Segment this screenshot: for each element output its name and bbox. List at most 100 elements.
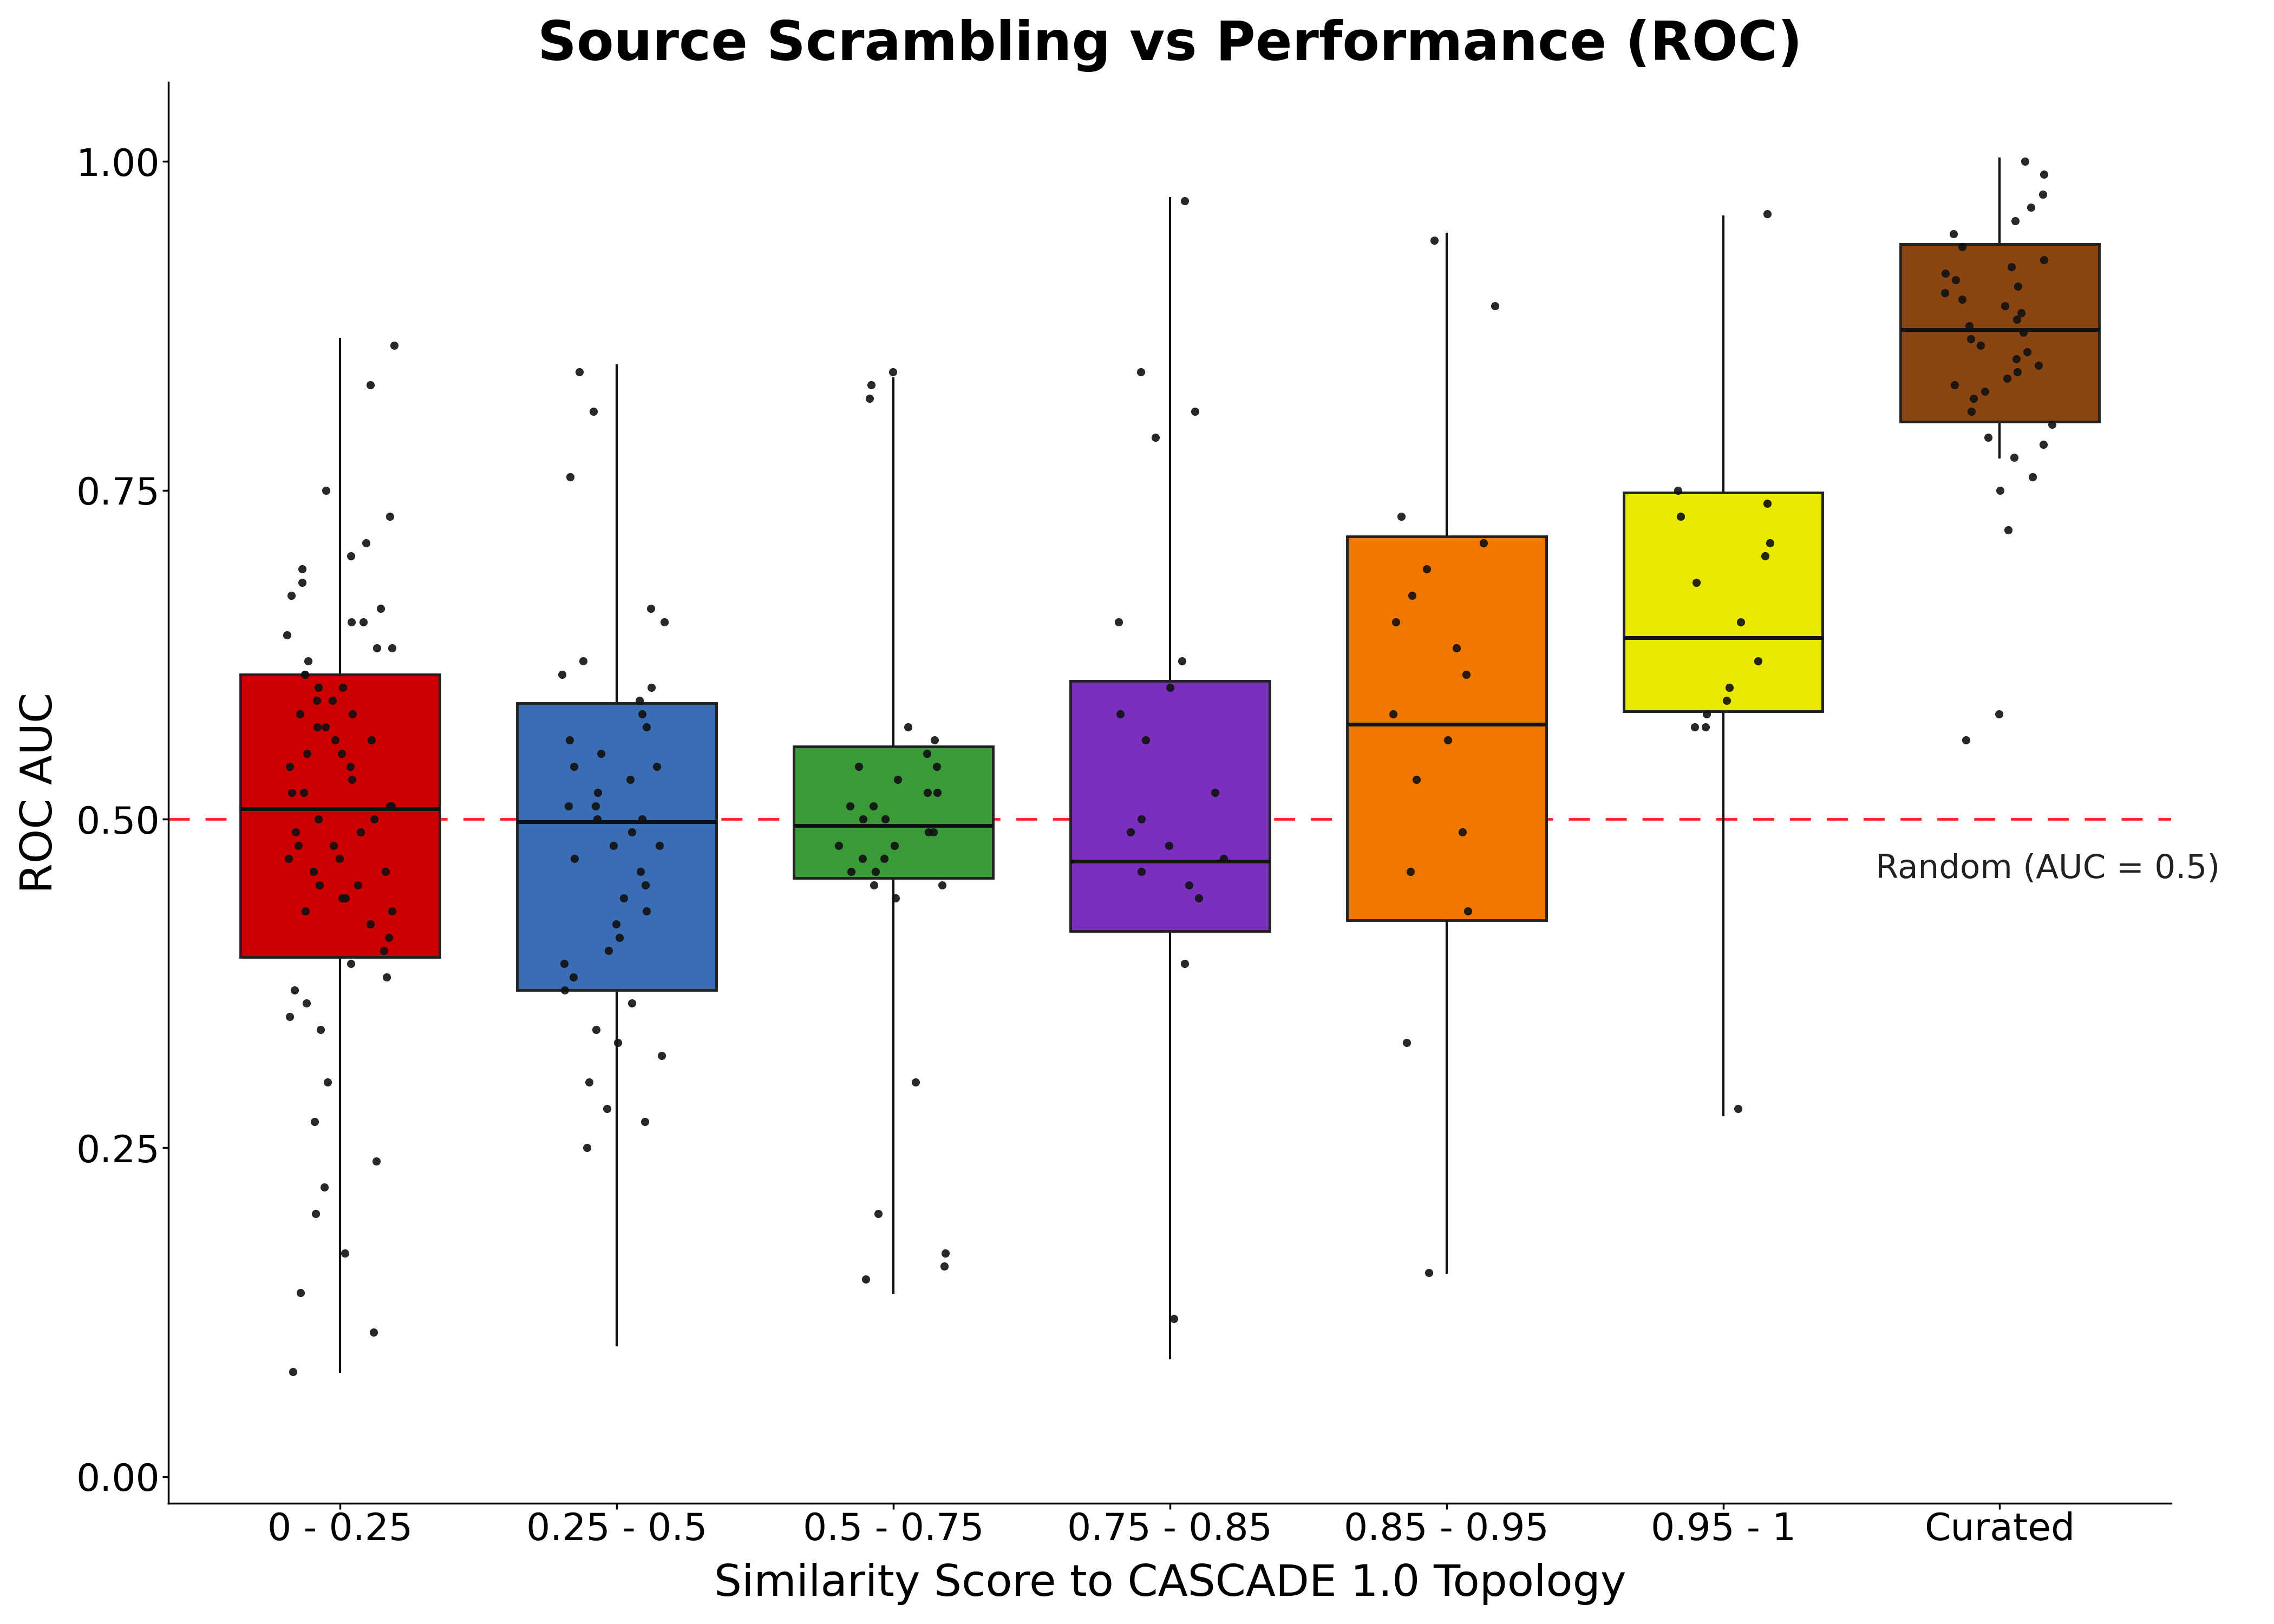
Point bbox=[546, 978, 582, 1004]
Point bbox=[621, 687, 657, 713]
Point bbox=[296, 1109, 332, 1135]
Point bbox=[1997, 445, 2033, 471]
Title: Source Scrambling vs Performance (ROC): Source Scrambling vs Performance (ROC) bbox=[537, 19, 1803, 71]
Point bbox=[598, 911, 634, 937]
Point bbox=[914, 818, 951, 844]
Point bbox=[277, 978, 314, 1004]
Point bbox=[1953, 326, 1990, 352]
Bar bbox=[1346, 536, 1546, 921]
Point bbox=[591, 937, 628, 963]
Point bbox=[589, 1096, 625, 1122]
Point bbox=[357, 806, 393, 831]
Point bbox=[1123, 806, 1160, 831]
Point bbox=[1944, 234, 1981, 260]
Point bbox=[1678, 570, 1715, 596]
Point bbox=[1967, 378, 2003, 404]
Point bbox=[600, 1030, 637, 1056]
Point bbox=[366, 937, 402, 963]
Point bbox=[307, 477, 343, 503]
Point bbox=[2026, 247, 2063, 273]
Point bbox=[1999, 273, 2035, 299]
Point bbox=[614, 991, 650, 1017]
Point bbox=[334, 702, 371, 728]
Point bbox=[327, 885, 364, 911]
Point bbox=[302, 1017, 339, 1043]
Point bbox=[287, 661, 323, 687]
Point bbox=[1178, 398, 1214, 424]
Point bbox=[1981, 702, 2017, 728]
Point bbox=[282, 1280, 318, 1306]
Point bbox=[923, 872, 960, 898]
Point bbox=[373, 635, 409, 661]
Point bbox=[1430, 728, 1467, 754]
Point bbox=[880, 767, 916, 793]
Point bbox=[1990, 365, 2026, 391]
Point bbox=[875, 833, 912, 859]
Point bbox=[368, 965, 405, 991]
Point bbox=[300, 674, 337, 700]
Point bbox=[1926, 279, 1962, 305]
Point bbox=[352, 728, 389, 754]
Point bbox=[571, 1069, 607, 1095]
Point bbox=[580, 806, 616, 831]
Point bbox=[1994, 253, 2031, 279]
Point bbox=[1987, 292, 2024, 318]
Bar bbox=[1901, 244, 2099, 422]
Point bbox=[634, 674, 671, 700]
Point bbox=[2026, 161, 2063, 187]
Point bbox=[327, 1241, 364, 1267]
Point bbox=[1112, 818, 1148, 844]
Point bbox=[1708, 687, 1744, 713]
Point bbox=[282, 702, 318, 728]
Point bbox=[844, 846, 880, 872]
Point bbox=[1999, 346, 2035, 372]
Point bbox=[2006, 320, 2042, 346]
Point bbox=[325, 674, 362, 700]
Bar bbox=[794, 747, 994, 879]
Point bbox=[1103, 702, 1139, 728]
Point bbox=[298, 715, 334, 741]
Point bbox=[284, 555, 321, 581]
Point bbox=[846, 806, 882, 831]
Point bbox=[546, 950, 582, 976]
Point bbox=[632, 596, 669, 622]
Point bbox=[550, 728, 587, 754]
Bar bbox=[1624, 492, 1824, 711]
Point bbox=[623, 806, 659, 831]
Point bbox=[919, 780, 955, 806]
Point bbox=[2024, 182, 2060, 208]
Point bbox=[1155, 1306, 1192, 1332]
Point bbox=[1123, 859, 1160, 885]
Point bbox=[1935, 221, 1972, 247]
Point bbox=[1376, 702, 1412, 728]
Point bbox=[287, 780, 323, 806]
Point bbox=[855, 872, 891, 898]
Point bbox=[646, 609, 682, 635]
Point bbox=[1171, 872, 1207, 898]
Point bbox=[600, 924, 637, 950]
Point bbox=[2024, 432, 2060, 458]
Point bbox=[580, 780, 616, 806]
Point bbox=[268, 622, 305, 648]
Point bbox=[271, 754, 307, 780]
Point bbox=[316, 728, 352, 754]
Point bbox=[848, 1267, 885, 1293]
Point bbox=[307, 715, 343, 741]
Point bbox=[2012, 195, 2049, 221]
Point bbox=[309, 1069, 346, 1095]
Point bbox=[926, 1254, 962, 1280]
Point bbox=[1123, 359, 1160, 385]
Point bbox=[1660, 477, 1696, 503]
Point bbox=[1746, 542, 1783, 568]
Point bbox=[1464, 529, 1501, 555]
Point bbox=[628, 1109, 664, 1135]
Point bbox=[1937, 372, 1974, 398]
Point bbox=[373, 898, 409, 924]
Point bbox=[1951, 313, 1987, 339]
Point bbox=[371, 924, 407, 950]
Point bbox=[582, 741, 619, 767]
Point bbox=[332, 754, 368, 780]
Point bbox=[321, 846, 357, 872]
Point bbox=[334, 767, 371, 793]
Point bbox=[1196, 780, 1233, 806]
